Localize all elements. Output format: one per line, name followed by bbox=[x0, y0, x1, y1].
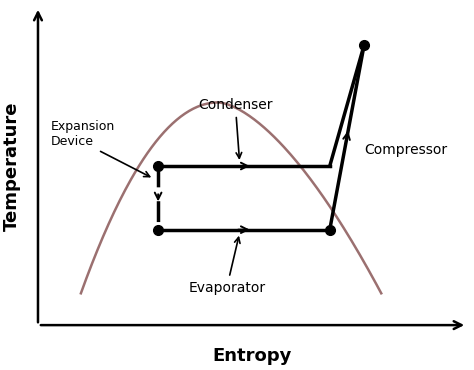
Text: Condenser: Condenser bbox=[198, 98, 273, 158]
Text: Temperature: Temperature bbox=[3, 101, 21, 231]
Text: Compressor: Compressor bbox=[364, 143, 447, 157]
Text: Evaporator: Evaporator bbox=[188, 238, 265, 295]
Text: Expansion
Device: Expansion Device bbox=[51, 120, 115, 148]
Text: Entropy: Entropy bbox=[213, 347, 292, 366]
